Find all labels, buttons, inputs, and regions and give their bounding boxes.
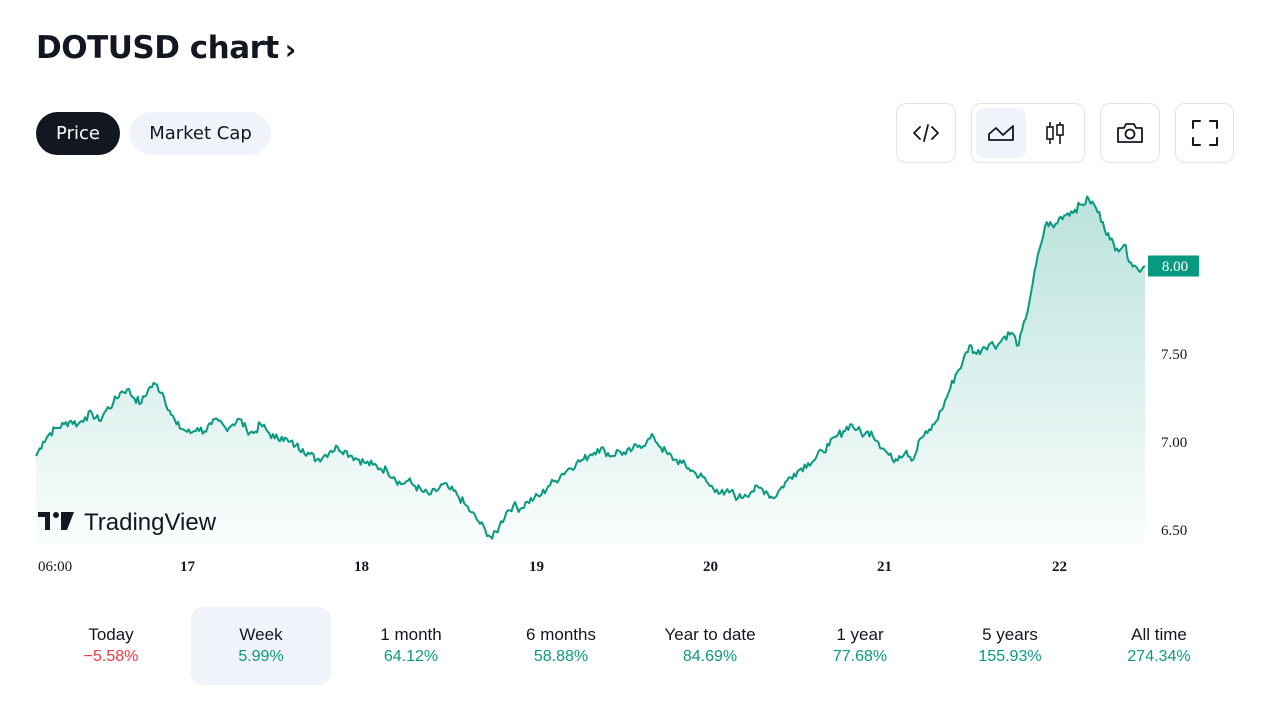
candlestick-icon bbox=[1046, 122, 1064, 144]
period-label: Today bbox=[88, 625, 134, 644]
tradingview-logo-icon bbox=[38, 512, 74, 530]
period-change-value: 77.68% bbox=[832, 648, 888, 665]
x-axis-tick-label: 18 bbox=[354, 559, 369, 575]
period-button[interactable]: Year to date 84.69% bbox=[640, 607, 780, 685]
period-button[interactable]: 6 months 58.88% bbox=[491, 607, 631, 685]
period-button[interactable]: Week 5.99% bbox=[191, 607, 331, 685]
price-area-fill bbox=[36, 196, 1145, 544]
embed-button[interactable] bbox=[896, 103, 956, 163]
period-button[interactable]: 5 years 155.93% bbox=[940, 607, 1080, 685]
page-title[interactable]: DOTUSD chart › bbox=[36, 30, 296, 66]
x-axis-tick-label: 22 bbox=[1052, 559, 1067, 575]
candlestick-button[interactable] bbox=[1030, 108, 1080, 158]
price-series-line bbox=[35, 195, 1146, 540]
fullscreen-button[interactable] bbox=[1175, 103, 1234, 163]
area-chart-icon bbox=[988, 125, 1014, 141]
last-price-value: 8.00 bbox=[1162, 259, 1188, 275]
period-label: All time bbox=[1131, 625, 1187, 644]
period-label: Year to date bbox=[664, 625, 756, 644]
period-change-value: −5.58% bbox=[83, 648, 139, 665]
x-axis-tick-label: 20 bbox=[703, 559, 718, 575]
period-change-value: 5.99% bbox=[238, 648, 284, 665]
page-title-text: DOTUSD chart bbox=[36, 30, 279, 66]
period-label: 1 year bbox=[836, 625, 884, 644]
period-label: Week bbox=[239, 625, 283, 644]
period-button[interactable]: All time 274.34% bbox=[1089, 607, 1229, 685]
fullscreen-icon bbox=[1191, 120, 1218, 146]
area-chart-button[interactable] bbox=[976, 108, 1026, 158]
x-axis-tick-label: 21 bbox=[877, 559, 892, 575]
chart-style-group bbox=[971, 103, 1085, 163]
period-label: 1 month bbox=[380, 625, 442, 644]
period-button[interactable]: 1 month 64.12% bbox=[341, 607, 481, 685]
period-button[interactable]: Today −5.58% bbox=[41, 607, 181, 685]
period-button[interactable]: 1 year 77.68% bbox=[790, 607, 930, 685]
period-change-value: 58.88% bbox=[533, 648, 589, 665]
last-price-label: 8.00 bbox=[1148, 255, 1199, 277]
period-change-value: 274.34% bbox=[1127, 648, 1191, 665]
period-change-value: 155.93% bbox=[978, 648, 1042, 665]
chevron-right-icon: › bbox=[284, 32, 297, 66]
period-change-value: 84.69% bbox=[682, 648, 738, 665]
y-axis-tick-label: 7.00 bbox=[1161, 435, 1187, 451]
period-change-value: 64.12% bbox=[383, 648, 439, 665]
y-axis-tick-label: 6.50 bbox=[1161, 523, 1187, 539]
x-axis-tick-label: 06:00 bbox=[38, 559, 72, 575]
snapshot-button[interactable] bbox=[1100, 103, 1160, 163]
period-selector: Today −5.58% Week 5.99% 1 month 64.12% 6 month… bbox=[36, 607, 1234, 685]
price-chart[interactable]: 6.50 7.00 7.50 06:00 17 18 19 20 21 22 TradingVie… bbox=[0, 0, 1280, 600]
code-icon bbox=[913, 124, 939, 142]
price-tab[interactable]: Price bbox=[36, 112, 120, 155]
x-axis-tick-label: 17 bbox=[180, 559, 196, 575]
period-label: 6 months bbox=[526, 625, 596, 644]
market-cap-tab[interactable]: Market Cap bbox=[130, 112, 271, 155]
x-axis-tick-label: 19 bbox=[529, 559, 544, 575]
y-axis-tick-label: 7.50 bbox=[1161, 347, 1187, 363]
tradingview-logo-text: TradingView bbox=[84, 509, 217, 536]
tradingview-watermark[interactable]: TradingView bbox=[38, 509, 217, 536]
period-label: 5 years bbox=[982, 625, 1038, 644]
last-price-badge bbox=[1148, 255, 1199, 277]
camera-icon bbox=[1117, 123, 1143, 143]
